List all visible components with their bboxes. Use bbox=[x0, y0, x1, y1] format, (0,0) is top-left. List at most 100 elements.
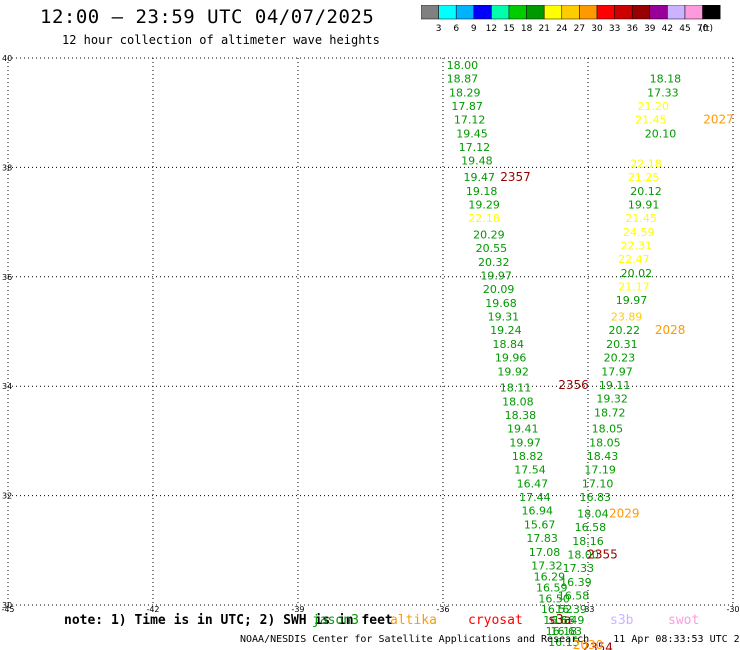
wave-height-point: 16.94 bbox=[522, 505, 554, 518]
wave-height-point: 16.18 bbox=[546, 625, 578, 638]
wave-height-point: 16.29 bbox=[534, 570, 566, 583]
wave-height-point: 18.43 bbox=[587, 450, 619, 463]
wave-height-point: 17.54 bbox=[514, 464, 546, 477]
colorbar-unit: (ft) bbox=[699, 24, 713, 34]
mission-label-altika: altika bbox=[390, 613, 437, 628]
y-tick-label: 30 bbox=[2, 601, 12, 610]
wave-height-point: 19.68 bbox=[485, 297, 517, 310]
wave-height-point: 17.19 bbox=[584, 464, 616, 477]
wave-height-point: 16.58 bbox=[575, 521, 607, 534]
wave-height-point: 16.39 bbox=[560, 576, 592, 589]
wave-height-point: 19.96 bbox=[495, 352, 527, 365]
colorbar-label: 70 bbox=[697, 24, 709, 34]
wave-height-point: 16.47 bbox=[517, 477, 549, 490]
wave-height-point: 19.92 bbox=[497, 365, 529, 378]
wave-height-point: 17.87 bbox=[451, 100, 483, 113]
wave-height-point: 19.29 bbox=[468, 198, 500, 211]
wave-height-point: 23.89 bbox=[611, 311, 643, 324]
colorbar-label: 12 bbox=[486, 24, 497, 34]
wave-height-point: 18.08 bbox=[502, 395, 534, 408]
x-tick-label: -45 bbox=[1, 605, 14, 614]
mission-label-cryosat: cryosat bbox=[468, 613, 523, 628]
wave-height-point: 19.24 bbox=[490, 324, 522, 337]
wave-height-point: 16.66 bbox=[543, 614, 575, 627]
page-subtitle: 12 hour collection of altimeter wave hei… bbox=[62, 33, 380, 47]
wave-height-point: 19.97 bbox=[509, 436, 541, 449]
colorbar-label: 3 bbox=[436, 24, 442, 34]
pass-time-label: 2029 bbox=[609, 506, 640, 520]
wave-height-point: 19.31 bbox=[488, 311, 520, 324]
wave-height-point: 18.82 bbox=[512, 450, 544, 463]
colorbar-label: 33 bbox=[609, 24, 620, 34]
wave-height-point: 20.31 bbox=[606, 338, 638, 351]
wave-height-point: 20.12 bbox=[630, 185, 662, 198]
wave-height-point: 21.45 bbox=[635, 114, 667, 127]
colorbar-swatch bbox=[702, 5, 721, 20]
colorbar-label: 27 bbox=[574, 24, 585, 34]
wave-height-point: 17.12 bbox=[459, 141, 491, 154]
wave-height-point: 16.58 bbox=[558, 590, 590, 603]
wave-height-point: 16.50 bbox=[538, 592, 570, 605]
wave-height-point: 21.25 bbox=[628, 171, 660, 184]
pass-time-label: 2357 bbox=[500, 170, 531, 184]
wave-height-point: 18.16 bbox=[572, 535, 604, 548]
y-tick-label: 36 bbox=[2, 273, 12, 282]
wave-height-point: 22.31 bbox=[621, 239, 653, 252]
wave-height-point: 18.38 bbox=[505, 409, 537, 422]
wave-height-point: 18.00 bbox=[447, 59, 479, 72]
wave-height-point: 16.63 bbox=[551, 625, 583, 638]
colorbar-label: 6 bbox=[453, 24, 459, 34]
x-tick-label: -36 bbox=[436, 605, 449, 614]
wave-height-point: 16.49 bbox=[553, 614, 585, 627]
wave-height-point: 19.18 bbox=[466, 185, 498, 198]
pass-time-label: 2355 bbox=[587, 548, 618, 562]
note-text: note: 1) Time is in UTC; 2) SWH is in fe… bbox=[64, 613, 393, 628]
wave-height-point: 19.11 bbox=[599, 379, 631, 392]
wave-height-point: 19.47 bbox=[464, 171, 496, 184]
page-title: 12:00 — 23:59 UTC 04/07/2025 bbox=[40, 6, 375, 28]
wave-height-point: 17.12 bbox=[454, 114, 486, 127]
wave-height-point: 18.05 bbox=[592, 423, 624, 436]
wave-height-point: 17.08 bbox=[529, 546, 561, 559]
mission-label-s3b: s3b bbox=[610, 613, 634, 628]
mission-label-s3a: s3a bbox=[548, 613, 572, 628]
colorbar-label: 24 bbox=[556, 24, 568, 34]
wave-height-point: 18.00 bbox=[567, 549, 599, 562]
colorbar-label: 36 bbox=[626, 24, 638, 34]
x-tick-label: -39 bbox=[291, 605, 304, 614]
wave-height-point: 20.10 bbox=[645, 127, 677, 140]
colorbar-label: 18 bbox=[521, 24, 533, 34]
wave-height-point: 20.32 bbox=[478, 256, 510, 269]
wave-height-point: 18.11 bbox=[500, 382, 532, 395]
y-tick-label: 40 bbox=[2, 54, 12, 63]
pass-time-label: 2356 bbox=[558, 378, 589, 392]
colorbar-label: 30 bbox=[591, 24, 603, 34]
wave-height-point: 20.09 bbox=[483, 283, 515, 296]
wave-height-point: 22.47 bbox=[618, 253, 650, 266]
mission-label-swot: swot bbox=[668, 613, 700, 628]
wave-height-point: 18.04 bbox=[577, 507, 609, 520]
wave-height-point: 20.55 bbox=[476, 242, 508, 255]
wave-height-point: 21.45 bbox=[625, 212, 657, 225]
wave-height-point: 16.52 bbox=[541, 603, 573, 616]
wave-height-point: 20.23 bbox=[604, 352, 636, 365]
wave-height-point: 19.91 bbox=[628, 198, 660, 211]
y-tick-label: 38 bbox=[2, 163, 12, 172]
wave-height-point: 16.15 bbox=[548, 636, 580, 649]
wave-height-point: 18.29 bbox=[449, 86, 481, 99]
colorbar-label: 39 bbox=[644, 24, 656, 34]
wave-height-point: 17.33 bbox=[563, 562, 595, 575]
wave-height-point: 16.39 bbox=[555, 603, 587, 616]
wave-height-point: 22.18 bbox=[630, 157, 662, 170]
wave-height-point: 17.10 bbox=[582, 477, 614, 490]
wave-height-point: 19.48 bbox=[461, 155, 493, 168]
wave-height-point: 18.18 bbox=[650, 73, 682, 86]
x-tick-label: -30 bbox=[726, 605, 739, 614]
colorbar-label: 21 bbox=[538, 24, 549, 34]
footer-credit: NOAA/NESDIS Center for Satellite Applica… bbox=[240, 634, 740, 645]
colorbar-label: 15 bbox=[503, 24, 514, 34]
y-tick-label: 34 bbox=[2, 382, 12, 391]
wave-height-point: 19.97 bbox=[480, 270, 512, 283]
wave-height-point: 24.59 bbox=[623, 226, 655, 239]
